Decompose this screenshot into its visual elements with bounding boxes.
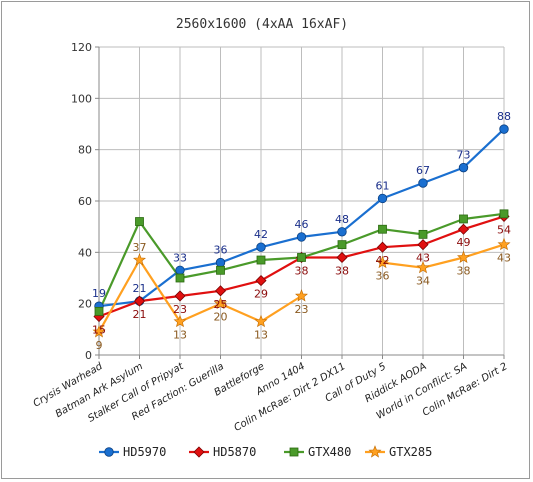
point-gtx480 (337, 240, 347, 250)
legend-item-hd5970: HD5970 (99, 445, 166, 459)
data-label-gtx285: 37 (133, 241, 147, 254)
series-line-gtx285 (98, 258, 303, 333)
point-hd5970 (377, 193, 388, 204)
data-label-gtx285: 36 (376, 270, 390, 283)
point-hd5870 (457, 223, 470, 235)
point-gtx285 (376, 255, 389, 269)
data-label-gtx285: 20 (214, 311, 228, 324)
legend-marker-gtx480 (289, 447, 299, 457)
legend-label-gtx480: GTX480 (308, 445, 351, 459)
series-markers (92, 124, 511, 338)
point-gtx480 (94, 306, 104, 316)
point-hd5870 (336, 251, 348, 264)
legend-marker-gtx285 (368, 445, 382, 458)
point-hd5970 (499, 124, 509, 134)
data-label-hd5970: 33 (173, 251, 187, 264)
data-label-hd5870: 38 (335, 264, 349, 277)
point-gtx285 (214, 296, 227, 310)
y-tick-labels: 0 20 40 60 80 100 120 (71, 41, 92, 362)
point-hd5970 (296, 232, 307, 242)
point-gtx285 (133, 253, 146, 266)
point-gtx480 (297, 253, 306, 262)
data-label-hd5870: 21 (133, 308, 147, 321)
point-hd5870 (417, 239, 429, 251)
legend-label-gtx285: GTX285 (389, 445, 432, 459)
y-tick-label: 100 (71, 92, 92, 105)
series-line-gtx285 (382, 243, 505, 269)
point-hd5870 (376, 241, 389, 253)
data-label-hd5970: 48 (335, 213, 349, 226)
chart-title: 2560x1600 (4xAA 16xAF) (176, 17, 348, 32)
point-gtx480 (175, 273, 185, 283)
data-label-hd5870: 43 (416, 252, 430, 265)
point-hd5870 (133, 295, 146, 307)
point-gtx285 (497, 237, 511, 251)
y-tick-label: 20 (78, 298, 92, 311)
point-hd5970 (337, 227, 347, 237)
data-label-hd5970: 42 (254, 228, 268, 241)
data-label-hd5970: 36 (214, 244, 228, 257)
point-gtx285 (254, 314, 268, 328)
y-tick-label: 40 (78, 246, 92, 259)
legend-item-hd5870: HD5870 (189, 445, 256, 459)
point-gtx480 (378, 224, 387, 234)
data-labels: 19 21 33 36 42 46 48 61 67 73 88 15 21 23 25 29 38 38 42 43… (92, 110, 511, 352)
y-tick-label: 120 (71, 41, 92, 54)
point-hd5970 (175, 265, 185, 276)
data-label-hd5870: 29 (254, 288, 268, 301)
data-label-gtx285: 38 (457, 264, 471, 277)
data-label-gtx285: 34 (416, 275, 430, 288)
point-gtx480 (216, 265, 225, 275)
legend-item-gtx285: GTX285 (365, 445, 432, 459)
point-gtx285 (457, 250, 470, 263)
legend-marker-hd5870 (193, 446, 205, 458)
data-label-hd5870: 54 (497, 223, 511, 236)
legend-item-gtx480: GTX480 (284, 445, 351, 459)
y-tick-label: 0 (85, 349, 92, 362)
data-label-hd5870: 42 (376, 254, 390, 267)
point-gtx285 (295, 289, 308, 302)
y-tick-label: 60 (78, 195, 92, 208)
legend-label-hd5870: HD5870 (213, 445, 256, 459)
point-gtx480 (135, 217, 144, 226)
data-label-hd5970: 61 (376, 179, 390, 192)
legend: HD5970 HD5870 GTX480 GTX285 (99, 445, 432, 459)
data-label-hd5870: 23 (173, 303, 187, 316)
data-label-gtx285: 23 (295, 303, 309, 316)
point-hd5970 (256, 242, 266, 252)
point-gtx285 (416, 260, 430, 274)
data-label-hd5870: 25 (214, 298, 228, 311)
data-label-hd5870: 49 (457, 236, 471, 249)
point-gtx480 (459, 214, 468, 224)
point-hd5870 (174, 290, 186, 302)
data-label-hd5870: 38 (295, 264, 309, 277)
y-tick-label: 80 (78, 144, 92, 157)
data-label-gtx285: 9 (96, 339, 103, 352)
point-hd5970 (418, 178, 428, 188)
point-gtx480 (418, 229, 428, 239)
data-label-hd5970: 19 (92, 287, 106, 300)
legend-marker-hd5970 (104, 447, 114, 457)
point-gtx285 (173, 314, 187, 328)
legend-label-hd5970: HD5970 (123, 445, 166, 459)
point-hd5870 (214, 285, 227, 297)
data-label-hd5970: 73 (457, 149, 471, 162)
point-hd5970 (458, 162, 469, 173)
point-gtx285 (92, 325, 106, 338)
data-label-hd5970: 67 (416, 164, 430, 177)
data-label-hd5870: 15 (92, 324, 106, 337)
data-label-gtx285: 13 (173, 329, 187, 342)
data-label-gtx285: 43 (497, 252, 511, 265)
data-label-hd5970: 46 (295, 218, 309, 231)
data-label-hd5970: 21 (133, 282, 147, 295)
point-gtx480 (499, 209, 509, 219)
data-label-hd5970: 88 (497, 110, 511, 123)
data-label-gtx285: 13 (254, 329, 268, 342)
point-hd5970 (215, 257, 226, 268)
point-gtx480 (256, 255, 266, 265)
point-hd5870 (255, 275, 267, 287)
